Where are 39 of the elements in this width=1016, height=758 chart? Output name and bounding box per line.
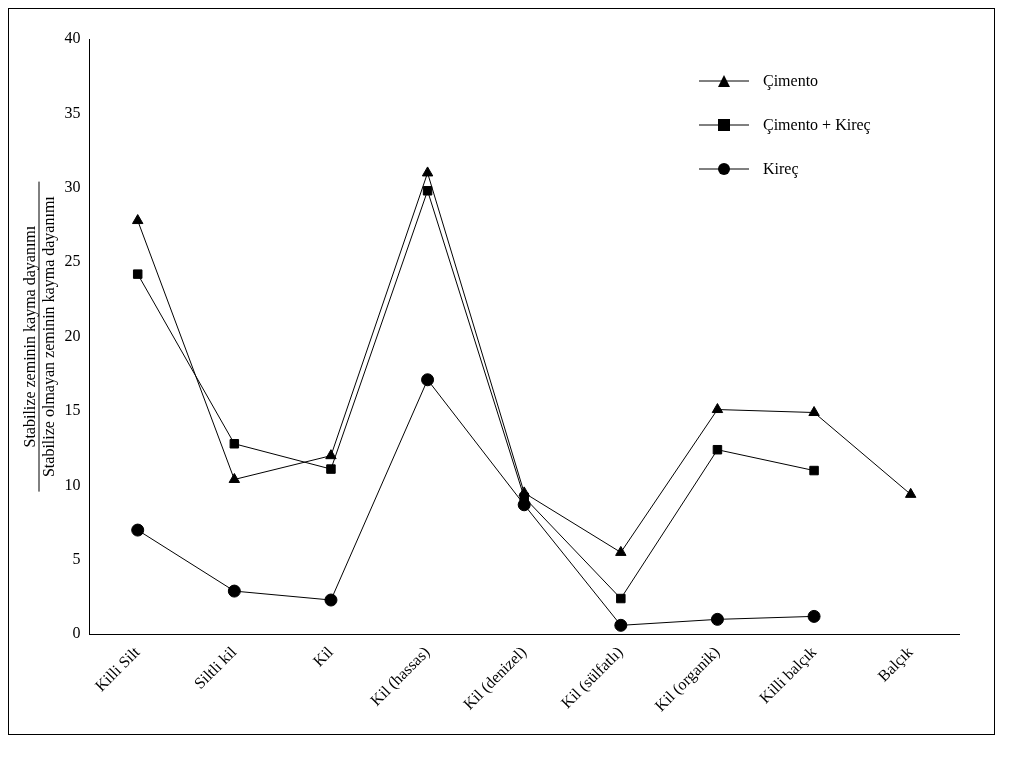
point [807,609,821,623]
point [131,523,145,537]
point [324,593,338,607]
point [616,593,626,604]
y-tick-label: 15 [64,401,81,419]
y-tick-label: 25 [64,252,81,270]
point [710,612,724,626]
x-tick-label: Siltli kil [190,642,240,692]
legend-label: Çimento + Kireç [763,116,871,134]
point [808,406,820,417]
point [712,444,723,455]
point [227,584,241,598]
point [615,545,627,556]
point [809,465,819,476]
point [228,472,241,483]
y-tick-label: 40 [64,29,81,47]
legend-label: Kireç [763,160,799,178]
point [229,439,240,449]
point [904,487,917,498]
point [422,186,433,196]
y-tick-label: 35 [64,103,81,121]
point [325,449,337,460]
y-tick-label: 20 [64,326,81,344]
point [711,403,724,414]
y-tick-label: 5 [72,550,81,568]
y-tick-label: 0 [72,624,81,642]
y-axis-title: Stabilize zeminin kayma dayanımı Stabilize olmayan zeminin kayma dayanımı [20,195,58,478]
point [132,269,143,279]
legend-label: Çimento [763,72,819,90]
y-tick-label: 10 [64,475,81,493]
x-tick-label: Kil [309,642,337,670]
point [326,464,336,474]
x-tick-label: Killi Silt [91,642,144,695]
point [614,618,628,632]
point [421,166,434,177]
y-tick-label: 30 [64,178,81,196]
point [421,373,435,387]
point [518,486,530,497]
point [132,214,144,225]
